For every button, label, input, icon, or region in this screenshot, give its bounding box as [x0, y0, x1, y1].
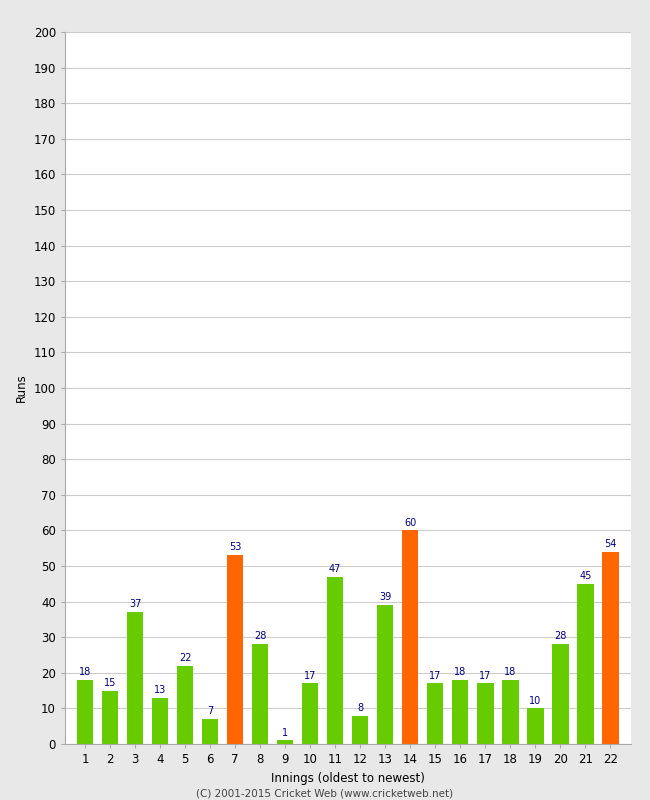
Bar: [177, 666, 193, 744]
Text: 47: 47: [329, 564, 341, 574]
Bar: [302, 683, 318, 744]
Bar: [402, 530, 419, 744]
Text: 17: 17: [479, 670, 491, 681]
Text: 17: 17: [304, 670, 317, 681]
X-axis label: Innings (oldest to newest): Innings (oldest to newest): [271, 771, 424, 785]
Text: 18: 18: [79, 667, 91, 677]
Text: 13: 13: [154, 685, 166, 695]
Bar: [277, 741, 293, 744]
Text: 53: 53: [229, 542, 241, 553]
Bar: [352, 715, 369, 744]
Text: (C) 2001-2015 Cricket Web (www.cricketweb.net): (C) 2001-2015 Cricket Web (www.cricketwe…: [196, 788, 454, 798]
Text: 60: 60: [404, 518, 417, 527]
Text: 18: 18: [454, 667, 467, 677]
Text: 7: 7: [207, 706, 213, 716]
Bar: [202, 719, 218, 744]
Bar: [377, 605, 393, 744]
Bar: [527, 709, 543, 744]
Text: 28: 28: [554, 631, 567, 642]
Text: 17: 17: [429, 670, 441, 681]
Text: 54: 54: [604, 539, 617, 549]
Text: 10: 10: [529, 695, 541, 706]
Bar: [152, 698, 168, 744]
Bar: [477, 683, 493, 744]
Text: 45: 45: [579, 571, 592, 581]
Bar: [452, 680, 469, 744]
Bar: [227, 555, 243, 744]
Bar: [577, 584, 593, 744]
Text: 39: 39: [379, 592, 391, 602]
Y-axis label: Runs: Runs: [15, 374, 28, 402]
Text: 37: 37: [129, 599, 141, 610]
Bar: [327, 577, 343, 744]
Bar: [102, 690, 118, 744]
Text: 18: 18: [504, 667, 517, 677]
Bar: [127, 612, 143, 744]
Text: 1: 1: [282, 727, 288, 738]
Bar: [77, 680, 93, 744]
Bar: [552, 644, 569, 744]
Text: 28: 28: [254, 631, 266, 642]
Text: 22: 22: [179, 653, 191, 663]
Bar: [252, 644, 268, 744]
Text: 8: 8: [358, 702, 363, 713]
Bar: [427, 683, 443, 744]
Text: 15: 15: [104, 678, 116, 688]
Bar: [603, 552, 619, 744]
Bar: [502, 680, 519, 744]
